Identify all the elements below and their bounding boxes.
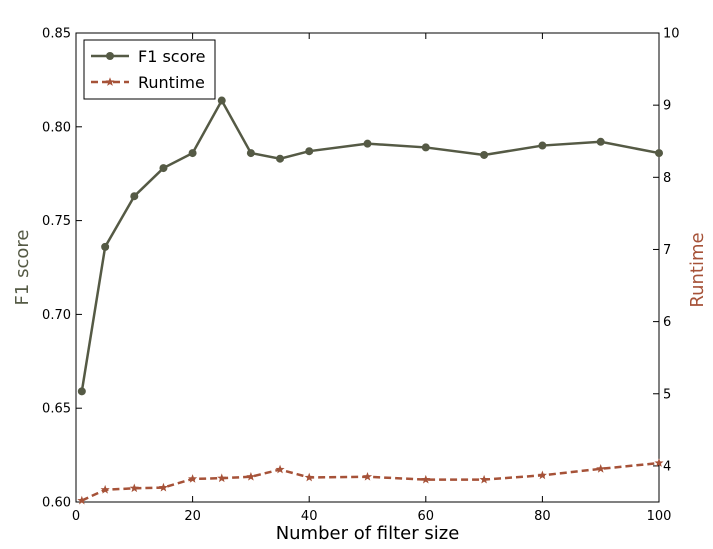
data-point-runtime [188, 474, 198, 483]
data-point-runtime [217, 473, 227, 483]
data-point-f1-score [480, 150, 489, 159]
legend-f1-label: F1 score [138, 47, 205, 66]
y-right-tick-label: 8 [663, 171, 671, 186]
y-right-tick-label: 10 [663, 27, 680, 42]
x-tick-label: 80 [534, 509, 551, 524]
y-right-axis-ticks: 4 5 6 7 8 9 10 [653, 27, 680, 474]
x-tick-label: 0 [72, 509, 80, 524]
data-point-runtime [100, 484, 110, 494]
data-point-runtime [537, 470, 547, 480]
y-right-axis-title: Runtime [687, 232, 708, 307]
y-left-tick-label: 0.75 [42, 214, 71, 229]
data-point-f1-score [305, 147, 314, 156]
y-right-tick-label: 4 [663, 459, 671, 474]
y-right-tick-label: 7 [663, 243, 671, 258]
data-point-f1-score [596, 137, 605, 146]
data-point-f1-score [538, 141, 547, 150]
y-left-tick-label: 0.70 [42, 308, 71, 323]
data-point-runtime [421, 474, 431, 484]
data-point-runtime [479, 474, 489, 484]
legend-box [83, 39, 216, 100]
y-left-axis-title: F1 score [12, 230, 33, 306]
data-point-f1-score [188, 149, 197, 158]
data-point-f1-score [159, 164, 168, 173]
x-tick-label: 40 [301, 509, 318, 524]
y-left-tick-label: 0.60 [42, 496, 71, 511]
x-tick-label: 20 [184, 509, 201, 524]
data-point-f1-score [130, 192, 139, 201]
data-point-runtime [304, 472, 314, 482]
y-left-tick-label: 0.85 [42, 27, 71, 42]
data-point-runtime [246, 471, 256, 481]
legend-runtime-marker [105, 77, 115, 86]
y-left-tick-label: 0.65 [42, 402, 71, 417]
data-point-runtime [129, 483, 139, 493]
data-point-f1-score [77, 387, 86, 396]
plot-area [75, 32, 660, 503]
data-point-f1-score [363, 139, 372, 148]
legend: F1 score Runtime [83, 39, 216, 100]
y-right-tick-label: 9 [663, 99, 671, 114]
y-left-axis-ticks: 0.60 0.65 0.70 0.75 0.80 0.85 [42, 27, 82, 511]
data-point-f1-score [217, 96, 226, 105]
legend-f1-marker [106, 52, 114, 60]
x-axis-ticks: 0 20 40 60 80 100 [72, 33, 672, 524]
x-tick-label: 60 [418, 509, 435, 524]
data-point-f1-score [101, 242, 110, 251]
data-point-f1-score [655, 149, 663, 158]
data-point-runtime [275, 464, 285, 474]
y-right-tick-label: 5 [663, 387, 671, 402]
data-point-runtime [596, 464, 606, 473]
x-tick-label: 100 [647, 509, 672, 524]
data-point-runtime [654, 458, 664, 467]
y-left-tick-label: 0.80 [42, 120, 71, 135]
data-point-runtime [362, 471, 373, 481]
legend-runtime-label: Runtime [138, 73, 205, 92]
x-axis-title: Number of filter size [276, 523, 460, 544]
data-point-f1-score [421, 143, 430, 152]
data-point-f1-score [276, 154, 285, 163]
y-right-tick-label: 6 [663, 315, 671, 330]
data-point-f1-score [246, 149, 255, 158]
data-point-runtime [77, 495, 87, 505]
series-layer [77, 96, 664, 505]
data-point-runtime [158, 482, 169, 492]
